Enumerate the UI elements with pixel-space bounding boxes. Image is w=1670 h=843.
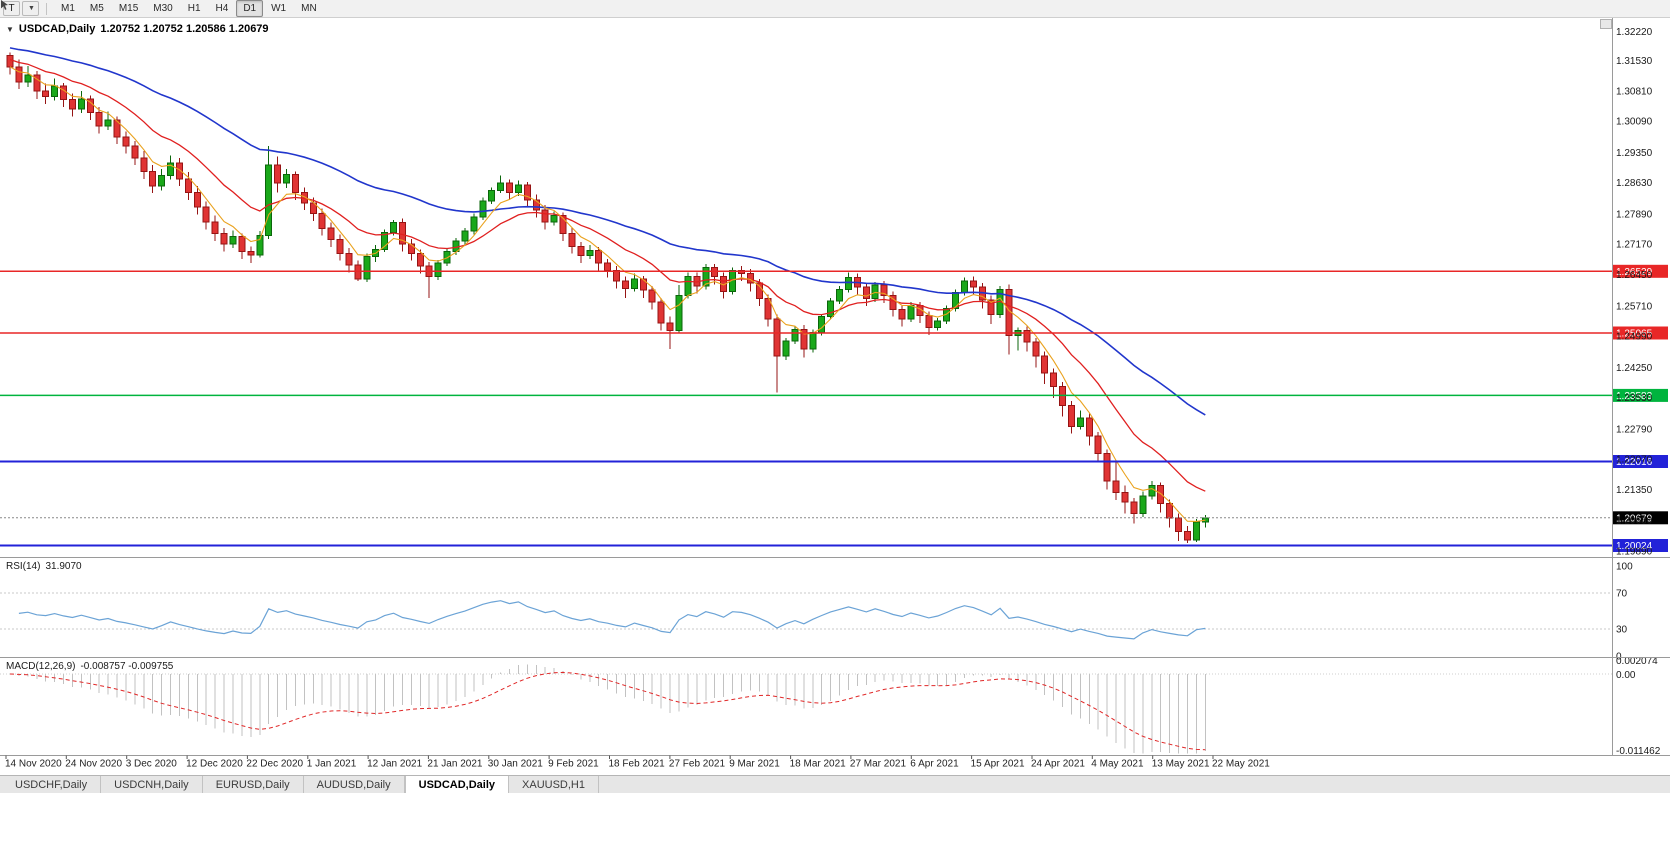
time-tick-label: 1 Jan 2021 — [307, 759, 357, 770]
price-badge-1.26529[interactable] — [1613, 264, 1668, 278]
candles-group — [6, 52, 1209, 544]
time-tick-label: 4 May 2021 — [1091, 759, 1144, 770]
time-tick-label: 14 Nov 2020 — [5, 759, 62, 770]
price-tick-label: 1.30090 — [1616, 117, 1653, 128]
price-tick-label: 1.24990 — [1616, 332, 1653, 343]
rsi-tick-label: 100 — [1616, 562, 1633, 573]
price-tick-label: 1.30810 — [1616, 86, 1653, 97]
cursor-icon — [1, 0, 8, 10]
timeframe-mn-button[interactable]: MN — [294, 0, 324, 17]
time-tick-label: 6 Apr 2021 — [910, 759, 959, 770]
toolbar: T ▼ M1 M5 M15 M30 H1 H4 D1 W1 MN — [0, 0, 1670, 18]
price-tick-label: 1.31530 — [1616, 56, 1653, 67]
time-tick-label: 13 May 2021 — [1152, 759, 1210, 770]
macd-signal-line — [9, 671, 1206, 751]
price-tick-label: 1.22790 — [1616, 424, 1653, 435]
timeframe-m1-button[interactable]: M1 — [54, 0, 82, 17]
price-badge-1.22016[interactable] — [1613, 455, 1668, 468]
price-tick-label: 1.20630 — [1616, 515, 1653, 526]
time-tick-label: 22 May 2021 — [1212, 759, 1270, 770]
ma-fast-line — [9, 66, 1206, 522]
macd-histogram — [18, 664, 1206, 754]
time-tick-label: 9 Mar 2021 — [729, 759, 780, 770]
price-tick-label: 1.22070 — [1616, 455, 1653, 466]
price-tick-label: 1.27890 — [1616, 209, 1653, 220]
chart-tab-bar: USDCHF,Daily USDCNH,Daily EURUSD,Daily AUDU… — [0, 775, 1670, 793]
timeframe-m15-button[interactable]: M15 — [112, 0, 145, 17]
price-tick-label: 1.19890 — [1616, 547, 1653, 558]
time-tick-label: 21 Jan 2021 — [427, 759, 482, 770]
price-badge-label: 1.25065 — [1616, 329, 1653, 340]
time-tick-label: 24 Nov 2020 — [65, 759, 122, 770]
price-tick-label: 1.24250 — [1616, 363, 1653, 374]
price-tick-label: 1.25710 — [1616, 301, 1653, 312]
rsi-line — [18, 600, 1206, 640]
price-badge-1.20024[interactable] — [1613, 539, 1668, 552]
macd-tick-label: 0.002074 — [1616, 656, 1658, 667]
time-tick-label: 18 Mar 2021 — [790, 759, 847, 770]
time-tick-label: 22 Dec 2020 — [246, 759, 303, 770]
timeframe-h1-button[interactable]: H1 — [181, 0, 208, 17]
price-badge-label: 1.26529 — [1616, 267, 1653, 278]
price-tick-label: 1.26450 — [1616, 270, 1653, 281]
price-badge-label: 1.23583 — [1616, 391, 1653, 402]
tab-audusd-daily[interactable]: AUDUSD,Daily — [304, 776, 405, 793]
time-tick-label: 18 Feb 2021 — [609, 759, 666, 770]
timeframe-h4-button[interactable]: H4 — [209, 0, 236, 17]
time-tick-label: 30 Jan 2021 — [488, 759, 543, 770]
price-badge-label: 1.22016 — [1616, 457, 1653, 468]
macd-tick-label: -0.011462 — [1616, 746, 1661, 757]
tab-usdchf-daily[interactable]: USDCHF,Daily — [2, 776, 102, 793]
tab-xauusd-h1[interactable]: XAUUSD,H1 — [509, 776, 599, 793]
time-tick-label: 27 Feb 2021 — [669, 759, 726, 770]
price-tick-label: 1.21350 — [1616, 485, 1653, 496]
indicator-expand-button[interactable]: ▼ — [6, 24, 14, 34]
price-tick-label: 1.28630 — [1616, 178, 1653, 189]
toolbar-separator — [46, 2, 47, 15]
time-tick-label: 9 Feb 2021 — [548, 759, 599, 770]
current-price-badge — [1613, 511, 1668, 525]
timeframe-m5-button[interactable]: M5 — [83, 0, 111, 17]
time-tick-label: 24 Apr 2021 — [1031, 759, 1085, 770]
timeframe-m30-button[interactable]: M30 — [146, 0, 179, 17]
timeframe-w1-button[interactable]: W1 — [264, 0, 293, 17]
tab-eurusd-daily[interactable]: EURUSD,Daily — [203, 776, 304, 793]
price-badge-label: 1.20024 — [1616, 541, 1653, 552]
ma-medium-line — [9, 58, 1206, 492]
price-badge-1.23583[interactable] — [1613, 388, 1668, 402]
time-tick-label: 12 Dec 2020 — [186, 759, 243, 770]
macd-tick-label: 0.00 — [1616, 670, 1636, 681]
price-tick-label: 1.27170 — [1616, 240, 1653, 251]
price-axis: 1.32220 1.31530 1.30810 1.30090 1.29350 1.286… — [1616, 27, 1653, 558]
tab-usdcnh-daily[interactable]: USDCNH,Daily — [101, 776, 203, 793]
current-price-label: 1.20679 — [1616, 513, 1653, 524]
time-tick-label: 27 Mar 2021 — [850, 759, 907, 770]
tab-usdcad-daily[interactable]: USDCAD,Daily — [404, 776, 510, 793]
timeframe-d1-button[interactable]: D1 — [236, 0, 264, 17]
time-tick-label: 15 Apr 2021 — [971, 759, 1025, 770]
timeframe-button-group: M1 M5 M15 M30 H1 H4 D1 W1 MN — [54, 0, 324, 17]
price-tick-label: 1.32220 — [1616, 27, 1653, 38]
price-tick-label: 1.23530 — [1616, 393, 1653, 404]
cursor-tool-button[interactable]: ▼ — [1, 0, 39, 16]
price-badge-1.25065[interactable] — [1613, 326, 1668, 340]
rsi-tick-label: 70 — [1616, 589, 1628, 600]
time-axis: 14 Nov 2020 24 Nov 2020 3 Dec 2020 12 Dec 2… — [5, 755, 1270, 770]
time-tick-label: 3 Dec 2020 — [126, 759, 178, 770]
ma-slow-line — [9, 47, 1206, 416]
price-tick-label: 1.29350 — [1616, 148, 1653, 159]
time-tick-label: 12 Jan 2021 — [367, 759, 422, 770]
axis-corner-box — [1600, 19, 1612, 29]
rsi-tick-label: 30 — [1616, 625, 1628, 636]
dropdown-caret-icon: ▼ — [28, 5, 35, 12]
